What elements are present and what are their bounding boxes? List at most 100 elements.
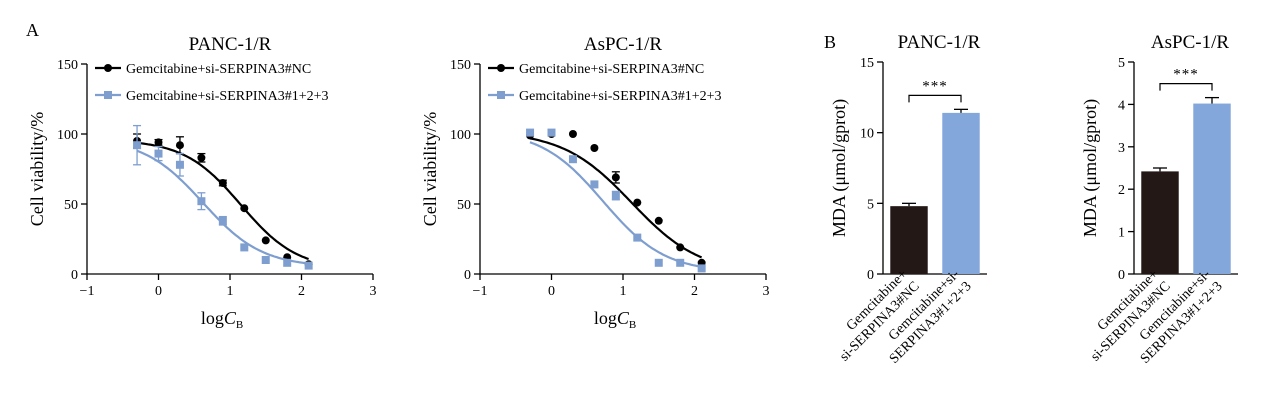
y-tick-label: 2 — [1118, 183, 1125, 198]
data-point — [611, 191, 620, 200]
x-tick-label: 1 — [227, 284, 234, 299]
panel-label-a: A — [26, 20, 39, 40]
y-tick-label: 50 — [457, 198, 471, 213]
y-tick-label: 1 — [1118, 226, 1125, 241]
data-point — [633, 198, 642, 207]
data-point — [240, 204, 249, 213]
x-tick-label: −1 — [473, 284, 488, 299]
data-point — [197, 153, 206, 162]
data-point — [547, 128, 556, 137]
legend-label: Gemcitabine+si-SERPINA3#1+2+3 — [126, 89, 329, 104]
y-axis-label: MDA (μmol/gprot) — [829, 99, 850, 237]
data-point — [261, 256, 270, 264]
x-axis-label-subscript: B — [629, 319, 636, 331]
data-point — [568, 130, 577, 138]
x-axis-label-variable: C — [617, 308, 630, 328]
data-point — [154, 138, 163, 147]
x-tick-label: 3 — [370, 284, 377, 299]
data-point — [133, 141, 142, 150]
y-tick-label: 0 — [1118, 268, 1125, 283]
y-tick-label: 5 — [867, 197, 874, 212]
bar — [1141, 171, 1179, 274]
bar — [1193, 103, 1231, 274]
data-point — [568, 155, 577, 164]
x-tick-label: 2 — [691, 284, 698, 299]
significance-bracket — [1159, 83, 1213, 91]
y-tick-label: 4 — [1118, 98, 1125, 113]
y-tick-label: 100 — [450, 128, 471, 143]
bar — [890, 206, 928, 274]
data-point — [154, 149, 163, 158]
y-tick-label: 15 — [860, 56, 874, 71]
chart-title: PANC-1/R — [189, 34, 272, 55]
x-axis-label-variable: C — [224, 308, 237, 328]
x-axis-label-subscript: B — [236, 319, 243, 331]
panel-label-b: B — [824, 32, 836, 52]
significance-label: *** — [1173, 67, 1199, 83]
y-tick-label: 0 — [464, 268, 471, 283]
x-axis-label-main: log — [594, 308, 617, 328]
x-tick-label: 1 — [620, 284, 627, 299]
data-point — [240, 243, 249, 252]
data-point — [218, 216, 227, 225]
fit-curve-nc — [529, 137, 703, 259]
x-axis-label-main: log — [201, 308, 224, 328]
y-tick-label: 100 — [57, 128, 78, 143]
fit-curve-nc — [136, 141, 309, 261]
bar — [942, 112, 980, 274]
data-point — [590, 180, 599, 189]
chart-title: AsPC-1/R — [584, 34, 662, 55]
significance-label: *** — [922, 78, 948, 94]
legend-label: Gemcitabine+si-SERPINA3#NC — [519, 62, 704, 77]
x-tick-label: 2 — [298, 284, 305, 299]
x-tick-label: 3 — [763, 284, 770, 299]
y-axis-label: Cell viability/% — [420, 112, 440, 227]
data-point — [526, 128, 535, 137]
data-point — [261, 236, 270, 245]
data-point — [283, 258, 292, 267]
data-point — [197, 197, 206, 206]
chart-title: PANC-1/R — [898, 32, 981, 53]
y-tick-label: 0 — [867, 268, 874, 283]
y-axis-label: MDA (μmol/gprot) — [1080, 99, 1101, 237]
y-tick-label: 150 — [450, 58, 471, 73]
fit-curve-si-serpina3 — [529, 141, 702, 268]
legend-marker — [104, 64, 112, 72]
data-point — [697, 264, 706, 273]
data-point — [654, 216, 663, 225]
legend-marker — [497, 64, 505, 72]
data-point — [633, 233, 642, 242]
y-axis-label: Cell viability/% — [27, 112, 47, 227]
data-point — [676, 258, 685, 267]
x-tick-label: 0 — [155, 284, 162, 299]
legend-marker — [497, 91, 505, 99]
legend-label: Gemcitabine+si-SERPINA3#NC — [126, 62, 311, 77]
legend-label: Gemcitabine+si-SERPINA3#1+2+3 — [519, 89, 722, 104]
y-tick-label: 3 — [1118, 141, 1125, 156]
y-tick-label: 5 — [1118, 56, 1125, 71]
y-tick-label: 10 — [860, 127, 874, 142]
y-tick-label: 150 — [57, 58, 78, 73]
x-axis-label: logCB — [594, 308, 636, 331]
data-point — [175, 141, 184, 150]
data-point — [590, 144, 599, 152]
data-point — [175, 160, 184, 169]
x-tick-label: −1 — [80, 284, 95, 299]
data-point — [611, 173, 620, 182]
x-axis-label: logCB — [201, 308, 243, 331]
y-tick-label: 0 — [71, 268, 78, 283]
data-point — [304, 261, 313, 270]
data-point — [218, 179, 227, 187]
data-point — [654, 258, 663, 267]
significance-bracket — [908, 94, 962, 103]
chart-title: AsPC-1/R — [1151, 32, 1229, 53]
y-tick-label: 50 — [64, 198, 78, 213]
x-tick-label: 0 — [548, 284, 555, 299]
legend-marker — [104, 91, 112, 99]
data-point — [676, 243, 685, 252]
